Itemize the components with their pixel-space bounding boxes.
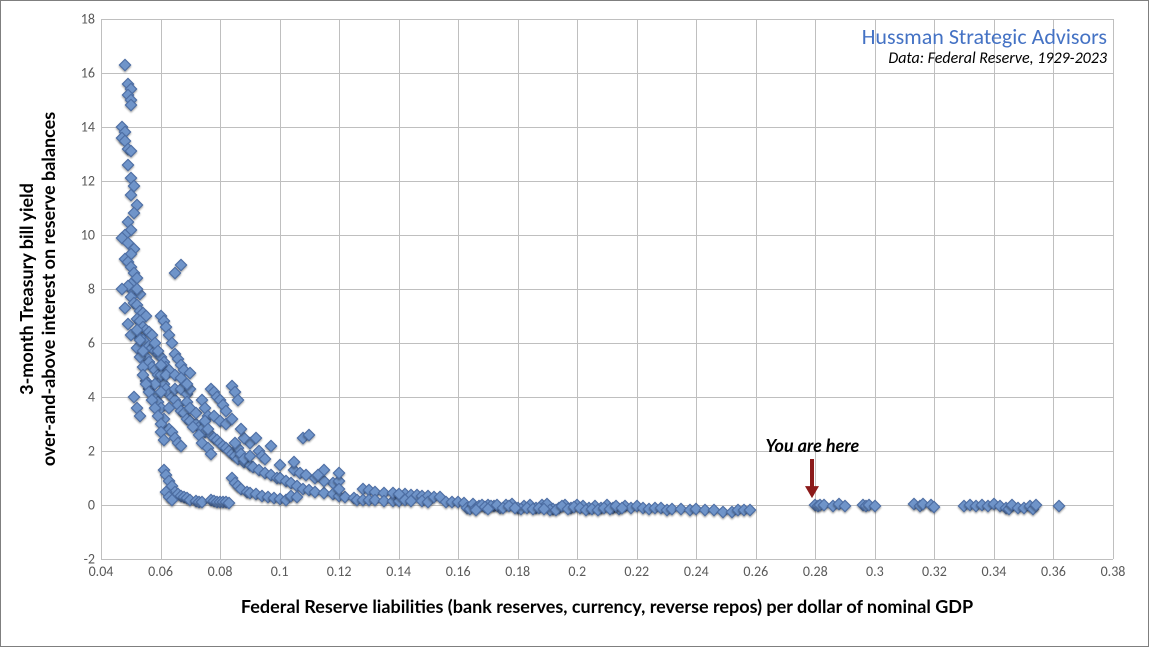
y-tick-label: 18	[81, 11, 101, 28]
y-tick-label: 8	[88, 281, 101, 298]
x-tick-label: 0.16	[446, 559, 471, 580]
credit-title: Hussman Strategic Advisors	[862, 23, 1107, 50]
gridline-v	[399, 19, 400, 559]
y-tick-label: 4	[88, 389, 101, 406]
x-tick-label: 0.2	[568, 559, 586, 580]
gridline-h	[101, 73, 1113, 74]
x-tick-label: 0.12	[327, 559, 352, 580]
gridline-h	[101, 235, 1113, 236]
x-tick-label: 0.26	[743, 559, 768, 580]
x-tick-label: 0.1	[271, 559, 289, 580]
x-tick-label: 0.34	[982, 559, 1007, 580]
arrow-down-icon	[802, 459, 822, 498]
x-tick-label: 0.38	[1101, 559, 1126, 580]
gridline-v	[577, 19, 578, 559]
gridline-v	[101, 19, 102, 559]
y-tick-label: 14	[81, 119, 101, 136]
x-tick-label: 0.32	[922, 559, 947, 580]
gridline-h	[101, 127, 1113, 128]
data-point	[273, 458, 286, 471]
gridline-v	[1113, 19, 1114, 559]
gridline-v	[934, 19, 935, 559]
x-tick-label: 0.22	[624, 559, 649, 580]
gridline-h	[101, 19, 1113, 20]
y-tick-label: 6	[88, 335, 101, 352]
gridline-h	[101, 343, 1113, 344]
x-tick-label: 0.3	[866, 559, 884, 580]
data-point	[127, 391, 140, 404]
x-tick-label: 0.18	[505, 559, 530, 580]
data-point	[1053, 500, 1066, 513]
x-axis-title: Federal Reserve liabilities (bank reserv…	[241, 595, 973, 617]
gridline-h	[101, 181, 1113, 182]
y-tick-label: 16	[81, 65, 101, 82]
x-tick-label: 0.14	[386, 559, 411, 580]
gridline-h	[101, 397, 1113, 398]
y-tick-label: 0	[88, 497, 101, 514]
credit-subtitle: Data: Federal Reserve, 1929-2023	[888, 49, 1107, 68]
x-tick-label: 0.24	[684, 559, 709, 580]
gridline-v	[994, 19, 995, 559]
gridline-v	[637, 19, 638, 559]
y-tick-label: 10	[81, 227, 101, 244]
x-tick-label: 0.06	[148, 559, 173, 580]
gridline-v	[518, 19, 519, 559]
plot-area: -20246810121416180.040.060.080.10.120.14…	[101, 19, 1113, 559]
gridline-v	[220, 19, 221, 559]
data-point	[118, 59, 131, 72]
y-axis-title: 3-month Treasury bill yield over-and-abo…	[15, 112, 59, 466]
data-point	[121, 158, 134, 171]
gridline-v	[696, 19, 697, 559]
x-tick-label: 0.04	[89, 559, 114, 580]
x-tick-label: 0.28	[803, 559, 828, 580]
gridline-v	[1053, 19, 1054, 559]
gridline-h	[101, 559, 1113, 560]
x-tick-label: 0.36	[1041, 559, 1066, 580]
gridline-v	[756, 19, 757, 559]
x-tick-label: 0.08	[208, 559, 233, 580]
y-tick-label: 12	[81, 173, 101, 190]
gridline-h	[101, 289, 1113, 290]
y-tick-label: 2	[88, 443, 101, 460]
chart-frame: -20246810121416180.040.060.080.10.120.14…	[0, 0, 1149, 647]
gridline-v	[458, 19, 459, 559]
gridline-v	[875, 19, 876, 559]
annotation-you-are-here: You are here	[765, 434, 859, 456]
gridline-v	[161, 19, 162, 559]
